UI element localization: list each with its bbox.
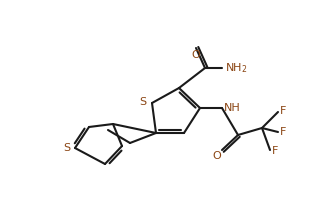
Text: F: F <box>280 127 286 137</box>
Text: NH$_2$: NH$_2$ <box>225 61 248 75</box>
Text: F: F <box>280 106 286 116</box>
Text: O: O <box>213 151 221 161</box>
Text: S: S <box>64 143 71 153</box>
Text: S: S <box>140 97 147 107</box>
Text: NH: NH <box>224 103 241 113</box>
Text: O: O <box>192 50 200 60</box>
Text: F: F <box>272 146 278 156</box>
